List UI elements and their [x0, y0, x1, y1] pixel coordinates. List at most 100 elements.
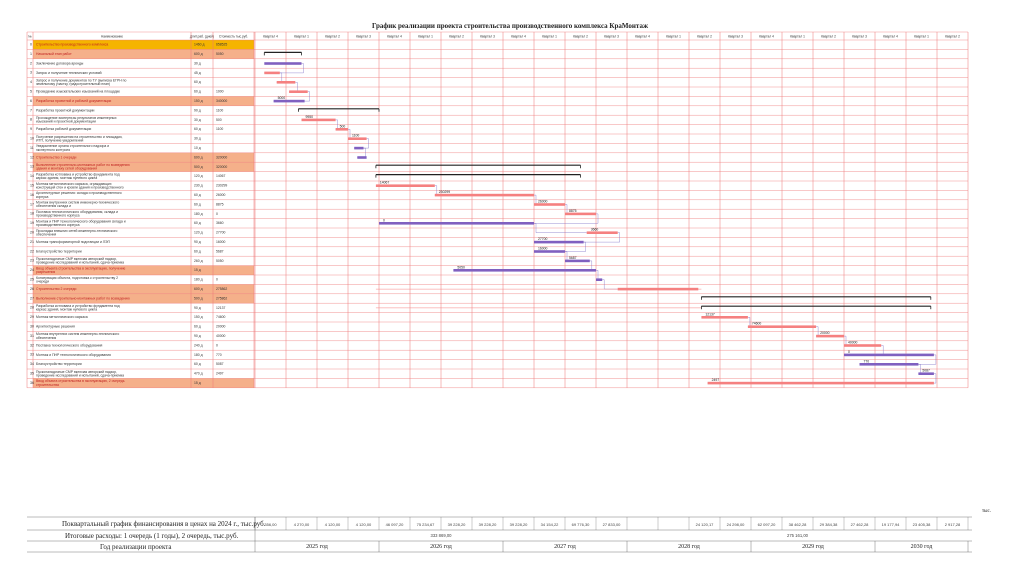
task-cost: 5050 — [216, 52, 224, 56]
task-name: Пусконаладочные СМР включая авторский на… — [36, 257, 117, 261]
task-name: Выполнение строительно-монтажных работ п… — [36, 163, 130, 167]
task-cost: 5687 — [216, 249, 224, 253]
task-number: 19 — [30, 221, 34, 225]
task-bar — [918, 372, 934, 375]
task-number: 31 — [30, 334, 34, 338]
task-number: 28 — [30, 306, 34, 310]
task-bar-label: 1100 — [352, 134, 359, 138]
row-highlight — [33, 265, 254, 275]
task-cost: 5050 — [216, 259, 224, 263]
task-number: 24 — [30, 268, 34, 272]
dependency-line — [534, 223, 587, 233]
table-header-cell: Длит.раб. (дней) — [190, 35, 214, 39]
task-duration: 30 д — [194, 137, 201, 141]
task-cost: 16000 — [216, 240, 226, 244]
task-name: очереди — [36, 279, 49, 283]
task-number: 8 — [30, 118, 32, 122]
task-duration: 470 д — [194, 372, 203, 376]
task-name: Разработка котлована и устройство фундам… — [36, 304, 120, 308]
quarter-label: Квартал 1 — [666, 35, 681, 39]
task-cost: 40000 — [216, 334, 226, 338]
task-bar — [707, 381, 934, 385]
quarter-label: Квартал 1 — [542, 35, 557, 39]
task-duration: 60 д — [194, 90, 201, 94]
task-cost: 8875 — [216, 202, 224, 206]
task-cost: 658525 — [216, 43, 227, 47]
task-number: 22 — [30, 249, 34, 253]
task-name: производственного корпуса — [36, 214, 80, 218]
task-cost: 230299 — [216, 184, 227, 188]
task-name: обеспечения — [36, 336, 56, 340]
task-bar — [434, 193, 534, 197]
task-number: 3 — [30, 71, 32, 75]
quarter-label: Квартал 2 — [821, 35, 836, 39]
task-cost: 1100 — [216, 127, 223, 131]
quarter-label: Квартал 1 — [418, 35, 433, 39]
quarter-label: Квартал 4 — [387, 35, 402, 39]
task-cost: 770 — [216, 353, 222, 357]
task-name: Разработка проектной и рабочей документа… — [36, 99, 111, 103]
task-duration: 500 д — [194, 165, 203, 169]
task-bar-label: 16000 — [538, 247, 548, 251]
task-number: 34 — [30, 362, 34, 366]
task-name: Разработка котлована и устройство фундам… — [36, 172, 120, 176]
task-name: Начальный этап работ — [36, 52, 72, 56]
quarter-label: Квартал 3 — [852, 35, 867, 39]
task-bar — [747, 325, 817, 328]
task-bar — [534, 240, 584, 244]
task-cost: 5087 — [216, 362, 224, 366]
task-name: земельному участку, градостроительный пл… — [36, 82, 110, 86]
task-bar — [289, 90, 308, 93]
task-duration: 60 д — [194, 202, 201, 206]
task-cost: 14067 — [216, 174, 226, 178]
task-number: 21 — [30, 240, 34, 244]
task-duration: 180 д — [194, 278, 203, 282]
task-bar — [453, 269, 596, 272]
task-name: строительства — [36, 383, 59, 387]
task-cost: 320000 — [216, 165, 227, 169]
quarter-label: Квартал 4 — [883, 35, 898, 39]
task-name: Заключение договора аренды — [36, 61, 84, 65]
task-bar — [335, 128, 348, 131]
task-name: Получение разрешения на строительство и … — [36, 135, 122, 139]
task-name: обеспечения склада и — [36, 204, 71, 208]
quarter-label: Квартал 2 — [573, 35, 588, 39]
task-bar-label: 230299 — [439, 190, 450, 194]
task-cost: 20000 — [216, 325, 226, 329]
task-duration: 120 д — [194, 231, 203, 235]
task-cost: 12137 — [216, 306, 226, 310]
row-highlight — [33, 40, 254, 50]
task-bar-label: 0 — [383, 218, 385, 222]
task-name: Монтаж металлического каркаса — [36, 315, 88, 319]
task-duration: 60 д — [194, 249, 201, 253]
task-name: проведение исследований и испытаний, сда… — [36, 261, 124, 265]
task-name: Разработка рабочей документации — [36, 127, 91, 131]
task-bar-label: 0 — [848, 350, 850, 354]
task-number: 14 — [30, 174, 34, 178]
row-highlight — [33, 152, 254, 163]
task-bar-label: 20000 — [820, 331, 830, 335]
quarter-label: Квартал 3 — [480, 35, 495, 39]
task-bar-label: 26000 — [538, 200, 548, 204]
task-cost: 3660 — [216, 221, 224, 225]
task-bar-label: 3660 — [591, 228, 599, 232]
task-name: Запрос и получение документов по ТУ (вып… — [36, 78, 126, 82]
task-name: Монтаж внутренних систем инженерно-техни… — [36, 332, 119, 336]
task-name: Запрос и получение технических условий — [36, 71, 102, 75]
task-duration: 60 д — [194, 325, 201, 329]
row-highlight — [33, 293, 254, 304]
task-duration: 1460 д — [194, 43, 204, 47]
task-duration: 30 д — [194, 118, 201, 122]
task-name: Строительство производственного комплекс… — [36, 43, 108, 47]
task-duration: 60 д — [194, 80, 201, 84]
task-name: обеспечения — [36, 232, 56, 236]
task-number: 4 — [30, 80, 32, 84]
task-number: 9 — [30, 127, 32, 131]
task-bar-label: 14067 — [380, 181, 390, 185]
row-highlight — [33, 162, 254, 172]
task-name: Строительство 2 очереди — [36, 287, 77, 291]
task-number: 25 — [30, 278, 34, 282]
task-cost: 1000 — [216, 90, 224, 94]
task-name: Прохождение экспертизы результатов инжен… — [36, 116, 117, 120]
